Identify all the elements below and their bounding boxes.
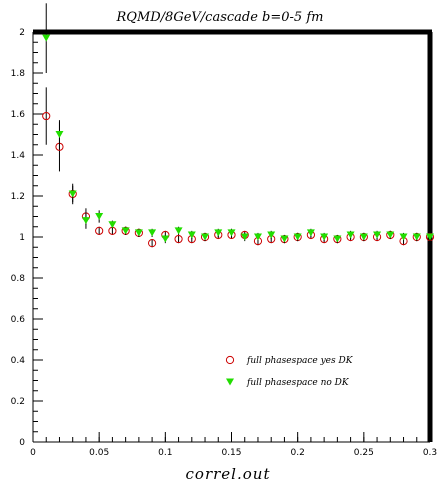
data-point-triangle	[148, 229, 157, 237]
y-tick-label: 0.8	[11, 274, 26, 284]
data-point-triangle	[399, 233, 408, 241]
legend-marker-circle	[225, 355, 235, 365]
data-point-triangle	[161, 235, 170, 243]
data-point-triangle	[81, 217, 90, 225]
y-tick-label: 1	[19, 233, 25, 243]
tick-labels: 0 0.05 0.1 0.15 0.2 0.25 0.3 0 0.2 0.4 0.6 0.8 1 1.2 1…	[11, 28, 437, 458]
y-tick-label: 0.4	[11, 356, 26, 366]
data-point-circle	[42, 111, 51, 121]
legend-marker-triangle	[226, 378, 234, 386]
data-point-triangle	[267, 231, 276, 239]
x-tick-label: 0.05	[89, 448, 109, 458]
y-tick-label: 1.2	[11, 192, 25, 202]
data-point-circle	[174, 234, 183, 244]
data-point-triangle	[134, 229, 143, 237]
data-point-triangle	[174, 227, 183, 235]
data-point-triangle	[346, 231, 355, 239]
data-point-triangle	[412, 233, 421, 241]
data-point-triangle	[373, 231, 382, 239]
x-tick-label: 0.25	[354, 448, 374, 458]
data-point-triangle	[280, 235, 289, 243]
series-2	[42, 3, 434, 244]
y-tick-label: 0	[19, 438, 25, 448]
data-point-triangle	[386, 231, 395, 239]
y-tick-label: 2	[19, 28, 25, 38]
data-point-triangle	[121, 227, 130, 235]
data-point-triangle	[320, 233, 329, 241]
x-tick-label: 0	[30, 448, 36, 458]
x-axis-label: correl.out	[186, 465, 271, 483]
y-tick-label: 0.2	[11, 397, 25, 407]
data-point-triangle	[95, 213, 104, 220]
data-point-circle	[148, 239, 157, 248]
legend-entry-label: full phasespace yes DK	[246, 356, 354, 366]
legend-entry-label: full phasespace no DK	[246, 378, 350, 388]
data-point-circle	[95, 226, 104, 235]
data-point-triangle	[108, 221, 117, 229]
y-tick-label: 1.8	[11, 69, 26, 79]
data-point-triangle	[293, 233, 302, 241]
y-tick-label: 1.4	[11, 151, 26, 161]
data-point-triangle	[42, 34, 51, 42]
data-point-triangle	[187, 231, 196, 239]
data-point-triangle	[253, 233, 262, 241]
y-tick-label: 1.6	[11, 110, 26, 120]
data-point-triangle	[426, 233, 434, 241]
legend: full phasespace yes DK full phasespace no…	[225, 355, 354, 388]
data-point-triangle	[214, 229, 223, 237]
data-point-triangle	[240, 233, 249, 241]
data-point-triangle	[333, 235, 342, 243]
x-tick-label: 0.2	[291, 448, 305, 458]
data-marks	[42, 3, 435, 248]
y-tick-label: 0.6	[11, 315, 26, 325]
data-point-triangle	[227, 229, 236, 237]
series-1	[42, 87, 435, 248]
x-tick-label: 0.3	[423, 448, 437, 458]
data-point-triangle	[55, 131, 64, 138]
axis-ticks	[32, 31, 431, 443]
chart-title: RQMD/8GeV/cascade b=0-5 fm	[116, 10, 324, 25]
x-tick-label: 0.1	[158, 448, 172, 458]
data-point-triangle	[306, 229, 315, 237]
data-point-triangle	[68, 190, 77, 198]
data-point-triangle	[201, 233, 210, 241]
x-tick-label: 0.15	[221, 448, 241, 458]
data-point-triangle	[359, 233, 368, 241]
